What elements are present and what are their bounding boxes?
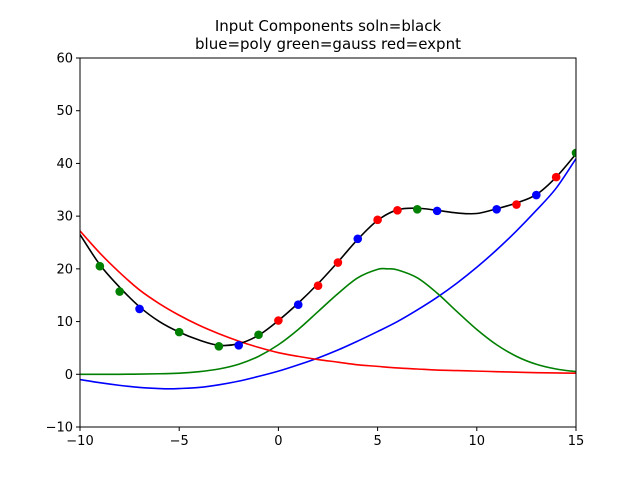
blue-curve xyxy=(80,158,576,390)
plot-area xyxy=(80,148,576,390)
green-point xyxy=(95,261,105,271)
red-curve xyxy=(80,230,576,375)
x-axis: −10 −5 0 5 10 15 xyxy=(66,427,584,449)
y-tick-label: 60 xyxy=(56,52,73,67)
red-point xyxy=(274,316,283,325)
plot-frame xyxy=(79,57,577,428)
x-tick-label: 10 xyxy=(469,434,486,449)
blue-point xyxy=(492,204,501,214)
green-point xyxy=(115,287,124,296)
green-point xyxy=(412,204,422,214)
green-curve xyxy=(80,267,576,376)
red-point xyxy=(512,200,521,209)
y-tick-label: 0 xyxy=(65,368,73,383)
blue-point xyxy=(293,300,303,310)
red-point xyxy=(313,281,323,291)
x-tick-label: −10 xyxy=(66,434,93,449)
green-point xyxy=(571,148,576,158)
y-tick-label: 20 xyxy=(56,262,73,277)
red-point xyxy=(551,172,561,182)
y-tick-label: 10 xyxy=(56,315,73,330)
blue-point xyxy=(432,206,442,216)
y-tick-label: −10 xyxy=(46,421,73,436)
chart-title-line-1: Input Components soln=black xyxy=(215,17,442,35)
y-tick-label: 50 xyxy=(56,104,73,119)
y-tick-label: 30 xyxy=(56,210,73,225)
blue-point xyxy=(353,234,363,244)
blue-point xyxy=(234,340,244,350)
red-point xyxy=(393,206,402,215)
red-point xyxy=(373,215,382,225)
green-point xyxy=(254,330,263,340)
x-tick-label: −5 xyxy=(170,434,189,449)
blue-point xyxy=(532,190,541,200)
black-curve xyxy=(80,153,576,347)
red-point xyxy=(333,258,343,267)
y-tick-label: 40 xyxy=(56,157,73,172)
green-point xyxy=(214,342,224,351)
x-tick-label: 5 xyxy=(373,434,381,449)
blue-point xyxy=(135,304,144,314)
x-tick-label: 15 xyxy=(568,434,585,449)
green-point xyxy=(174,327,184,337)
x-tick-label: 0 xyxy=(274,434,282,449)
chart-title-line-2: blue=poly green=gauss red=expnt xyxy=(195,35,461,53)
y-axis: −10 0 10 20 30 40 50 60 xyxy=(46,52,80,436)
